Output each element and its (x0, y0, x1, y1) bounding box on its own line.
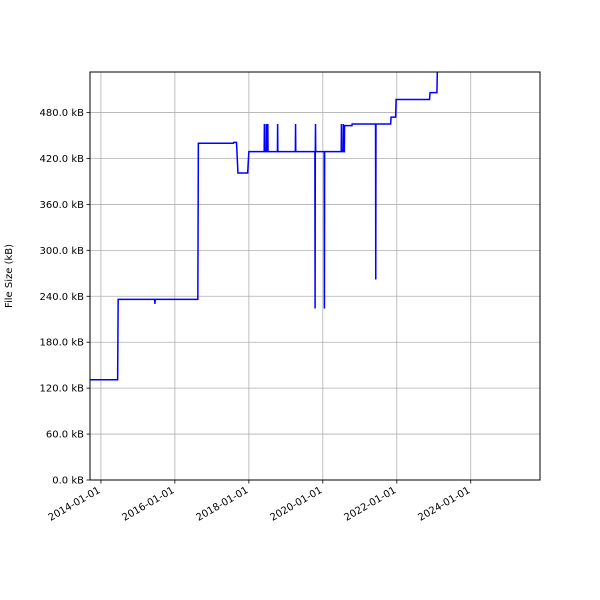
x-tick-label: 2014-01-01 (47, 485, 103, 524)
x-axis-ticks: 2014-01-01 2016-01-01 2018-01-01 2020-01-01… (47, 480, 472, 524)
y-tick-label: 420.0 kB (40, 154, 85, 165)
y-axis-label: File Size (kB) (4, 244, 15, 308)
y-axis-ticks: 0.0 kB 60.0 kB 120.0 kB 180.0 kB 240.0 kB 300… (40, 108, 90, 487)
x-tick-label: 2024-01-01 (416, 485, 472, 524)
y-tick-label: 360.0 kB (40, 200, 85, 211)
y-tick-label: 300.0 kB (40, 246, 85, 257)
y-tick-label: 480.0 kB (40, 108, 85, 119)
y-tick-label: 60.0 kB (46, 430, 84, 441)
y-tick-label: 120.0 kB (40, 384, 85, 395)
x-tick-label: 2020-01-01 (268, 485, 324, 524)
y-tick-label: 240.0 kB (40, 292, 85, 303)
x-tick-label: 2022-01-01 (342, 485, 398, 524)
series-layer (90, 72, 439, 381)
plot-frame (89, 71, 541, 481)
x-tick-label: 2016-01-01 (121, 485, 177, 524)
x-tick-label: 2018-01-01 (195, 485, 251, 524)
series-line (90, 72, 439, 381)
y-tick-label: 0.0 kB (52, 476, 84, 487)
y-tick-label: 180.0 kB (40, 338, 85, 349)
